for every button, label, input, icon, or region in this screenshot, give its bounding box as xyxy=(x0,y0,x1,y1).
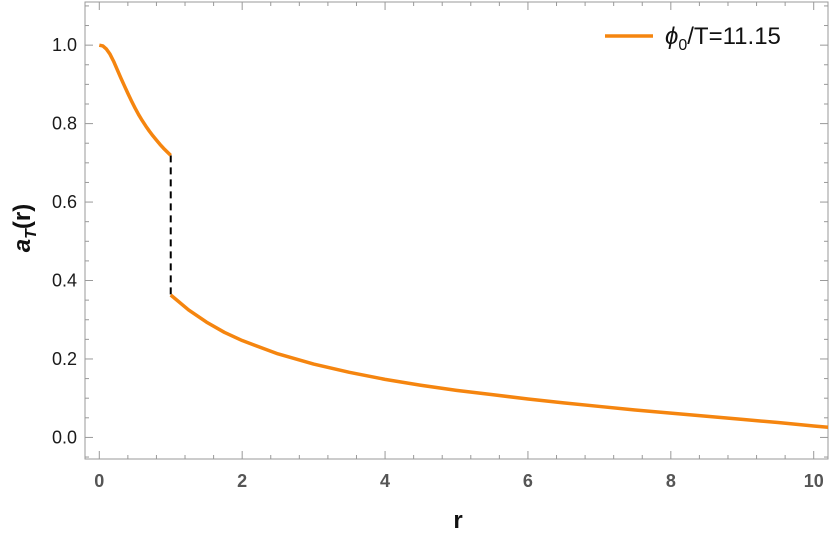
y-tick-label: 0.8 xyxy=(52,114,77,134)
x-tick-label: 2 xyxy=(237,471,247,491)
x-tick-label: 8 xyxy=(666,471,676,491)
y-tick-label: 0.0 xyxy=(52,427,77,447)
legend: ϕ0/T=11.15 xyxy=(605,23,781,54)
series-line-segment-1 xyxy=(98,43,172,157)
plot-border xyxy=(84,1,829,460)
legend-label-main: ϕ xyxy=(665,23,678,50)
y-axis-title-main: a xyxy=(9,239,36,252)
y-axis-title-tail: (r) xyxy=(9,204,36,229)
x-tick-label: 4 xyxy=(380,471,390,491)
x-tick-label: 10 xyxy=(804,471,824,491)
legend-label-tail: /T=11.15 xyxy=(687,23,781,50)
y-axis-title-sub: T xyxy=(23,228,40,239)
series-layer xyxy=(98,43,829,429)
y-tick-label: 0.2 xyxy=(52,349,77,369)
y-tick-labels: 0.0 0.2 0.4 0.6 0.8 1.0 xyxy=(52,35,77,447)
x-tick-label: 6 xyxy=(523,471,533,491)
x-tick-label: 0 xyxy=(94,471,104,491)
axis-ticks xyxy=(85,2,828,459)
series-line-segment-2 xyxy=(169,293,829,429)
x-axis-title: r xyxy=(453,507,462,534)
y-axis-title: aT(r) xyxy=(9,204,40,252)
y-tick-label: 0.6 xyxy=(52,192,77,212)
x-tick-labels: 0 2 4 6 8 10 xyxy=(94,471,823,491)
y-tick-label: 0.4 xyxy=(52,271,77,291)
legend-label-sub: 0 xyxy=(678,37,687,54)
y-tick-label: 1.0 xyxy=(52,35,77,55)
plot-frame xyxy=(84,1,829,460)
legend-label: ϕ0/T=11.15 xyxy=(665,23,781,54)
